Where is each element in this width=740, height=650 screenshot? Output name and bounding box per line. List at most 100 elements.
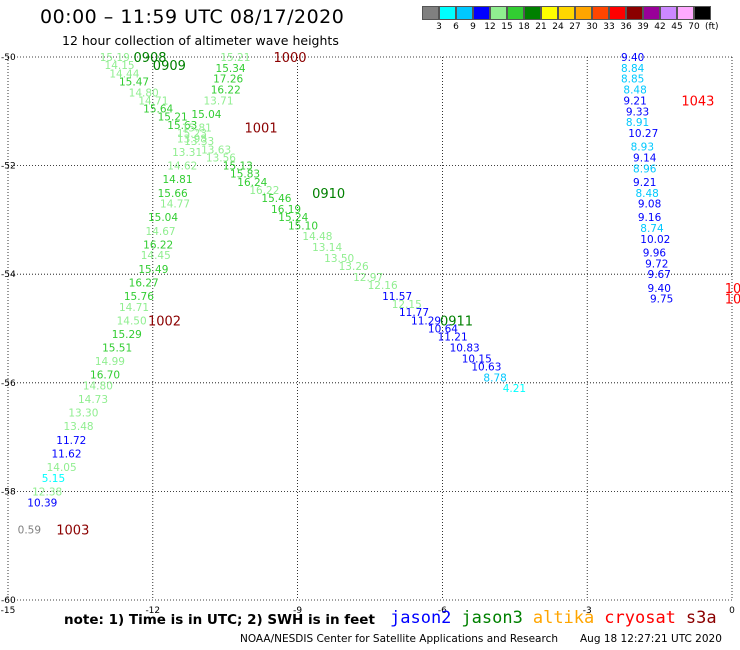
wave-height-value: 15.19 xyxy=(100,52,130,64)
wave-height-value: 15.47 xyxy=(119,76,149,88)
wave-height-value: 15.83 xyxy=(230,169,260,181)
wave-height-value: 15.81 xyxy=(182,123,212,135)
wave-height-value: 12.16 xyxy=(368,280,398,292)
wave-height-value: 16.22 xyxy=(249,185,279,197)
color-scale-label: 39 xyxy=(637,22,649,32)
color-scale-label: 9 xyxy=(470,22,476,32)
wave-height-value: 8.48 xyxy=(635,188,658,200)
wave-height-value: 15.51 xyxy=(102,343,132,355)
color-scale-label: 24 xyxy=(552,22,564,32)
wave-height-value: 10.83 xyxy=(450,343,480,355)
wave-height-value: 15.10 xyxy=(288,220,318,232)
color-swatch xyxy=(541,6,558,20)
color-swatch xyxy=(592,6,609,20)
wave-height-value: 14.81 xyxy=(162,174,192,186)
pass-id-label: 1001 xyxy=(245,122,278,137)
wave-height-value: 15.76 xyxy=(124,291,154,303)
wave-height-value: 11.57 xyxy=(382,291,412,303)
color-swatch xyxy=(660,6,677,20)
legend-entry: jason3 xyxy=(461,608,523,628)
pass-id-label: 1043 xyxy=(725,282,740,297)
y-tick-label: -50 xyxy=(1,53,16,63)
wave-height-value: 17.26 xyxy=(213,74,243,86)
color-scale-label: 42 xyxy=(654,22,666,32)
wave-height-value: 9.75 xyxy=(650,294,673,306)
color-scale-label: 21 xyxy=(535,22,547,32)
wave-height-value: 9.21 xyxy=(623,95,646,107)
color-swatch xyxy=(507,6,524,20)
color-scale-unit: (ft) xyxy=(705,22,719,32)
wave-height-value: 16.19 xyxy=(271,204,301,216)
color-scale-label: 12 xyxy=(484,22,496,32)
y-tick-label: -54 xyxy=(1,270,16,280)
wave-height-value: 15.21 xyxy=(158,112,188,124)
wave-height-value: 9.67 xyxy=(648,269,671,281)
color-swatch xyxy=(422,6,439,20)
wave-height-value: 14.67 xyxy=(146,226,176,238)
wave-height-value: 9.08 xyxy=(638,199,661,211)
wave-height-value: 14.80 xyxy=(129,87,159,99)
wave-height-value: 13.31 xyxy=(172,147,202,159)
wave-height-value: 15.21 xyxy=(220,52,250,64)
pass-id-label: 1000 xyxy=(273,51,306,66)
pass-id-label: 1003 xyxy=(56,523,89,538)
wave-height-value: 14.44 xyxy=(109,68,139,80)
color-swatch xyxy=(609,6,626,20)
wave-height-value: 14.45 xyxy=(141,250,171,262)
wave-height-value: 14.15 xyxy=(105,60,135,72)
wave-height-value: 4.21 xyxy=(503,383,526,395)
wave-height-value: 13.30 xyxy=(68,408,98,420)
color-swatch xyxy=(524,6,541,20)
legend-entry: jason2 xyxy=(390,608,452,628)
x-tick-label: 0 xyxy=(729,606,735,616)
color-swatch xyxy=(677,6,694,20)
wave-height-value: 13.48 xyxy=(64,421,94,433)
color-scale-label: 27 xyxy=(569,22,581,32)
color-scale-label: 70 xyxy=(688,22,700,32)
wave-height-value: 9.40 xyxy=(648,283,671,295)
wave-height-value: 9.33 xyxy=(626,106,649,118)
wave-height-value: 15.46 xyxy=(261,193,291,205)
wave-height-value: 15.66 xyxy=(158,188,188,200)
wave-height-value: 13.56 xyxy=(206,152,236,164)
wave-height-value: 9.72 xyxy=(645,258,668,270)
legend-entry: s3a xyxy=(685,608,717,628)
wave-height-value: 14.50 xyxy=(117,315,147,327)
pass-id-label: 0911 xyxy=(440,314,473,329)
wave-height-value: 12.97 xyxy=(353,272,383,284)
color-scale-label: 45 xyxy=(671,22,683,32)
wave-height-value: 13.98 xyxy=(177,133,207,145)
y-tick-label: -52 xyxy=(1,162,16,172)
wave-height-value: 16.27 xyxy=(129,277,159,289)
color-swatch xyxy=(626,6,643,20)
x-tick-label: -9 xyxy=(293,606,302,616)
wave-height-value: 14.48 xyxy=(302,231,332,243)
x-tick-label: -3 xyxy=(583,606,592,616)
color-scale-label: 30 xyxy=(586,22,598,32)
color-scale-label: 36 xyxy=(620,22,632,32)
wave-height-value: 11.72 xyxy=(56,435,86,447)
color-swatch xyxy=(490,6,507,20)
color-swatch xyxy=(558,6,575,20)
wave-height-value: 13.26 xyxy=(339,261,369,273)
wave-height-value: 15.29 xyxy=(112,329,142,341)
wave-height-value: 16.70 xyxy=(90,370,120,382)
wave-height-value: 10.27 xyxy=(628,128,658,140)
wave-height-value: 10.63 xyxy=(471,362,501,374)
pass-id-label: 1043 xyxy=(725,293,740,308)
wave-height-value: 15.13 xyxy=(223,161,253,173)
pass-id-label: 0910 xyxy=(312,187,345,202)
legend-entry: altika xyxy=(532,608,595,628)
color-swatch xyxy=(643,6,660,20)
wave-height-value: 8.91 xyxy=(626,117,649,129)
wave-height-value: 16.22 xyxy=(143,239,173,251)
wave-height-value: 12.15 xyxy=(392,299,422,311)
wave-height-value: 13.63 xyxy=(201,144,231,156)
wave-height-value: 11.29 xyxy=(411,315,441,327)
wave-height-value: 15.24 xyxy=(278,212,308,224)
wave-height-value: 9.16 xyxy=(638,212,662,224)
satellite-legend: jason2 jason3 altika cryosat s3a xyxy=(390,608,727,628)
pass-id-label: 0909 xyxy=(153,59,186,74)
wave-height-value: 11.77 xyxy=(399,307,429,319)
